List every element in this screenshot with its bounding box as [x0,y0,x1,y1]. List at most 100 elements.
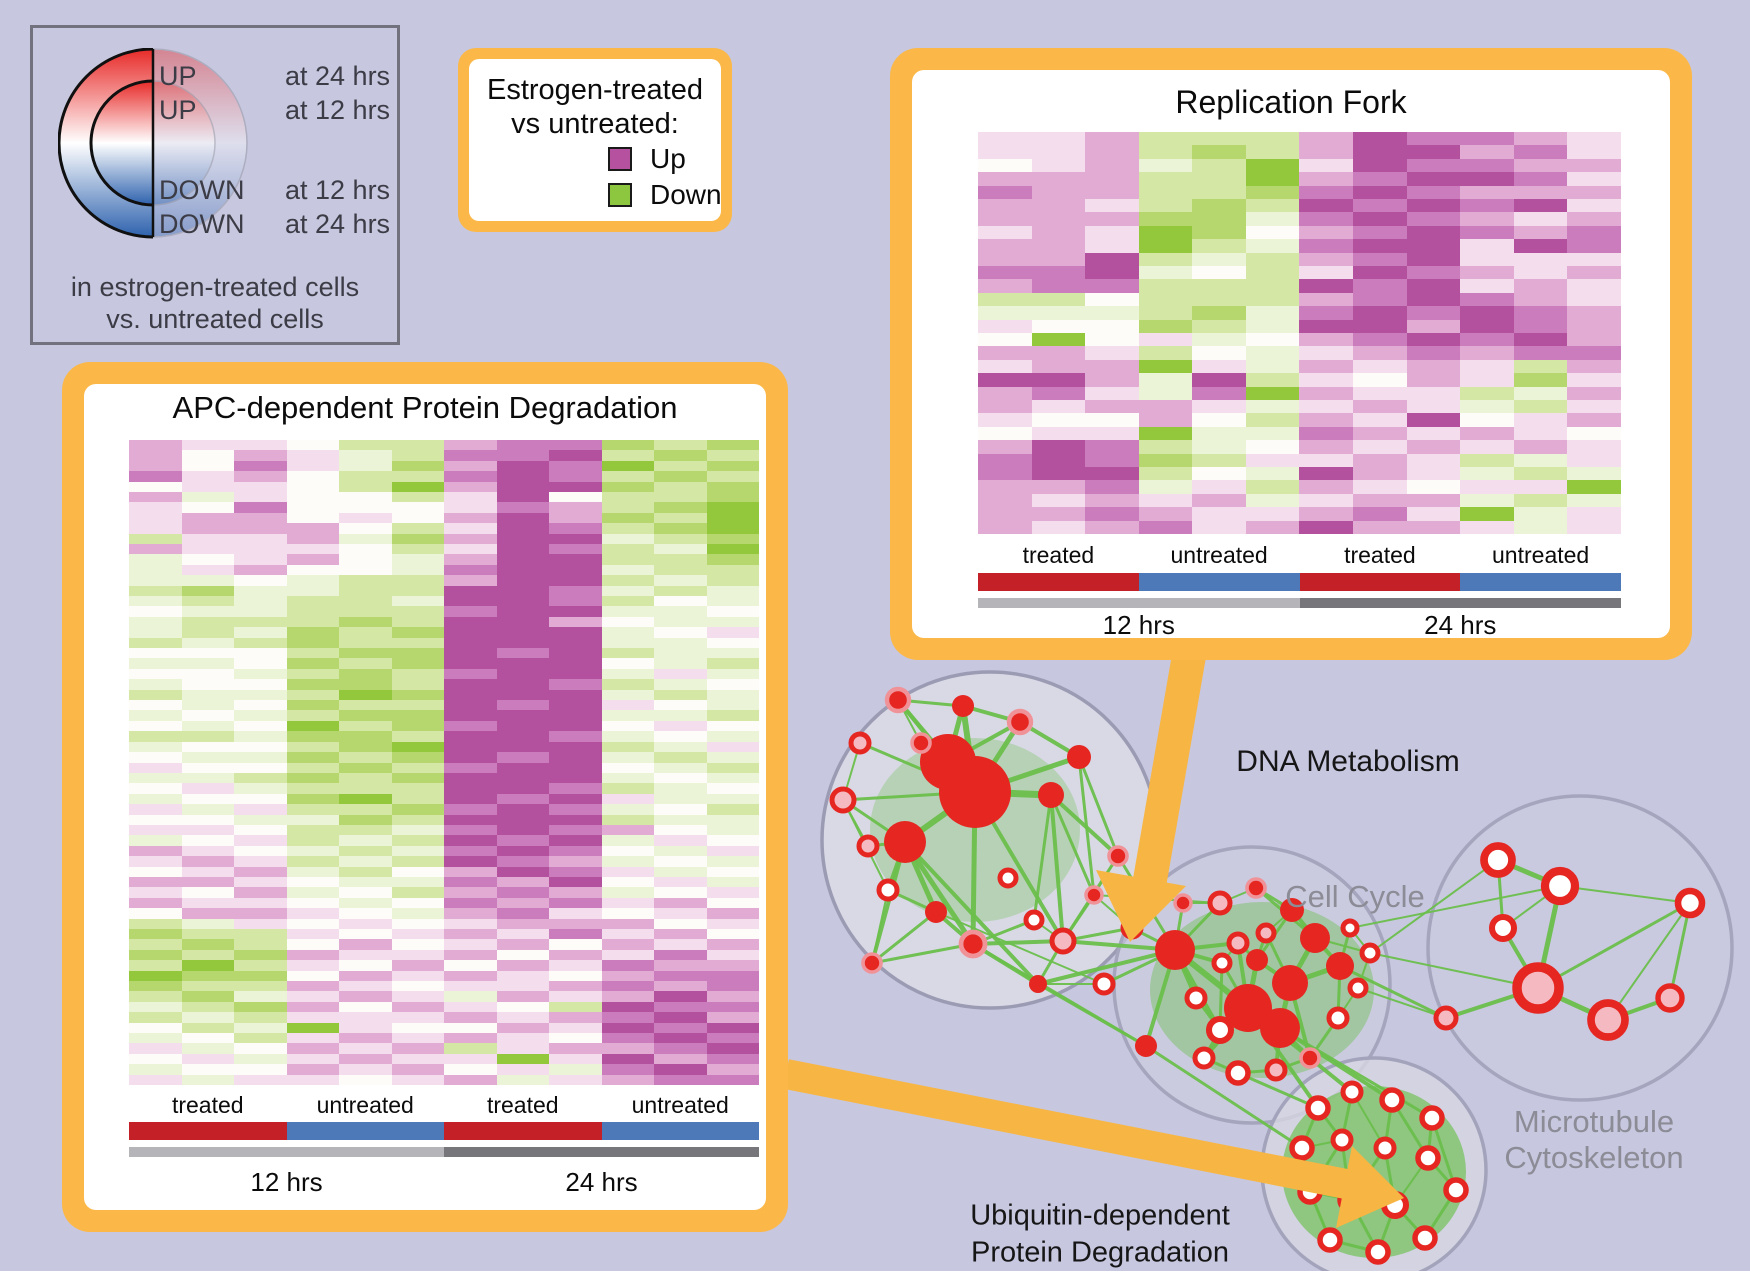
heatmap-cell [391,897,444,909]
heatmap-cell [129,939,182,950]
heatmap-cell [654,1053,707,1065]
heatmap-cell [549,450,602,461]
heatmap-cell [286,731,339,742]
heatmap-cell [444,512,497,524]
heatmap-cell [286,824,339,836]
heatmap-cell [654,700,707,711]
heatmap-cell [601,554,654,565]
up-color-swatch [608,147,632,171]
heatmap-cell [129,637,182,649]
heatmap-cell [339,1032,392,1044]
heatmap-cell [234,710,287,721]
heatmap-cell [339,637,392,649]
heatmap-cell [391,939,444,950]
heatmap-cell [181,637,234,649]
network-node [1488,913,1518,943]
inner-ring-solid [89,79,153,207]
heatmap-cell [601,720,654,732]
heatmap-cell [1299,332,1354,347]
rf-condition-bars [978,573,1621,591]
network-node [1226,931,1250,955]
heatmap-cell [286,710,339,721]
heatmap-cell [496,783,549,794]
heatmap-cell [129,1064,182,1075]
heatmap-cell [129,564,182,576]
heatmap-cell [129,460,182,472]
heatmap-cell [391,783,444,794]
heatmap-cell [601,918,654,929]
heatmap-cell [339,824,392,836]
heatmap-cell [1299,466,1354,481]
heatmap-cell [444,772,497,784]
heatmap-cell [1031,212,1086,226]
heatmap-cell [496,1022,549,1033]
heatmap-cell [129,824,182,836]
heatmap-cell [1513,225,1568,240]
heatmap-cell [1031,319,1086,333]
heatmap-cell [496,928,549,940]
heatmap-cell [706,440,759,451]
heatmap-cell [1192,145,1246,159]
heatmap-cell [1460,239,1514,253]
heatmap-cell [391,564,444,576]
heatmap-cell [601,783,654,794]
heatmap-cell [234,575,287,586]
heatmap-cell [1353,507,1407,521]
heatmap-cell [706,533,759,545]
heatmap-cell [181,980,234,992]
untreated-bar [1460,573,1621,591]
heatmap-cell [391,492,444,503]
heatmap-cell [601,731,654,742]
heatmap-cell [1353,132,1407,146]
network-node [1006,708,1034,736]
heatmap-cell [129,533,182,545]
heatmap-cell [339,762,392,773]
network-node [1225,1060,1251,1086]
heatmap-cell [496,876,549,888]
heatmap-cell [1513,332,1568,347]
heatmap-cell [601,980,654,992]
heatmap-cell [1353,346,1407,360]
heatmap-cell [601,658,654,669]
heatmap-cell [706,679,759,690]
heatmap-cell [1513,373,1568,387]
heatmap-cell [1353,265,1407,280]
heatmap-cell [601,596,654,607]
heatmap-cell [1245,399,1300,414]
network-edge [1145,1044,1303,1150]
dna-metabolism-label: DNA Metabolism [1236,745,1460,778]
heatmap-cell [706,1022,759,1033]
network-node [1326,1006,1350,1030]
heatmap-cell [129,627,182,638]
heatmap-cell [286,918,339,929]
heatmap-cell [444,1001,497,1013]
heatmap-cell [706,856,759,867]
updown-word: UP [159,61,197,91]
heatmap-cell [978,172,1032,186]
heatmap-cell [444,679,497,690]
heatmap-cell [1031,185,1086,199]
up-label: Up [650,143,686,174]
heatmap-cell [1567,158,1621,173]
heatmap-cell [601,1074,654,1085]
heatmap-cell [601,814,654,825]
heatmap-cell [391,627,444,638]
heatmap-cell [1031,252,1086,266]
heatmap-cell [1567,319,1621,333]
heatmap-cell [234,856,287,867]
heatmap-cell [1299,346,1354,360]
network-node [1347,977,1369,999]
heatmap-cell [1192,292,1246,307]
heatmap-cell [129,1012,182,1023]
heatmap-cell [391,575,444,586]
heatmap-cell [444,554,497,565]
heatmap-cell [1192,493,1246,508]
heatmap-cell [496,679,549,690]
heatmap-cell [1245,185,1300,199]
heatmap-cell [654,762,707,773]
heatmap-cell [978,265,1032,280]
heatmap-cell [1192,332,1246,347]
heatmap-cell [339,700,392,711]
heatmap-cell [601,939,654,950]
heatmap-cell [1031,198,1086,213]
